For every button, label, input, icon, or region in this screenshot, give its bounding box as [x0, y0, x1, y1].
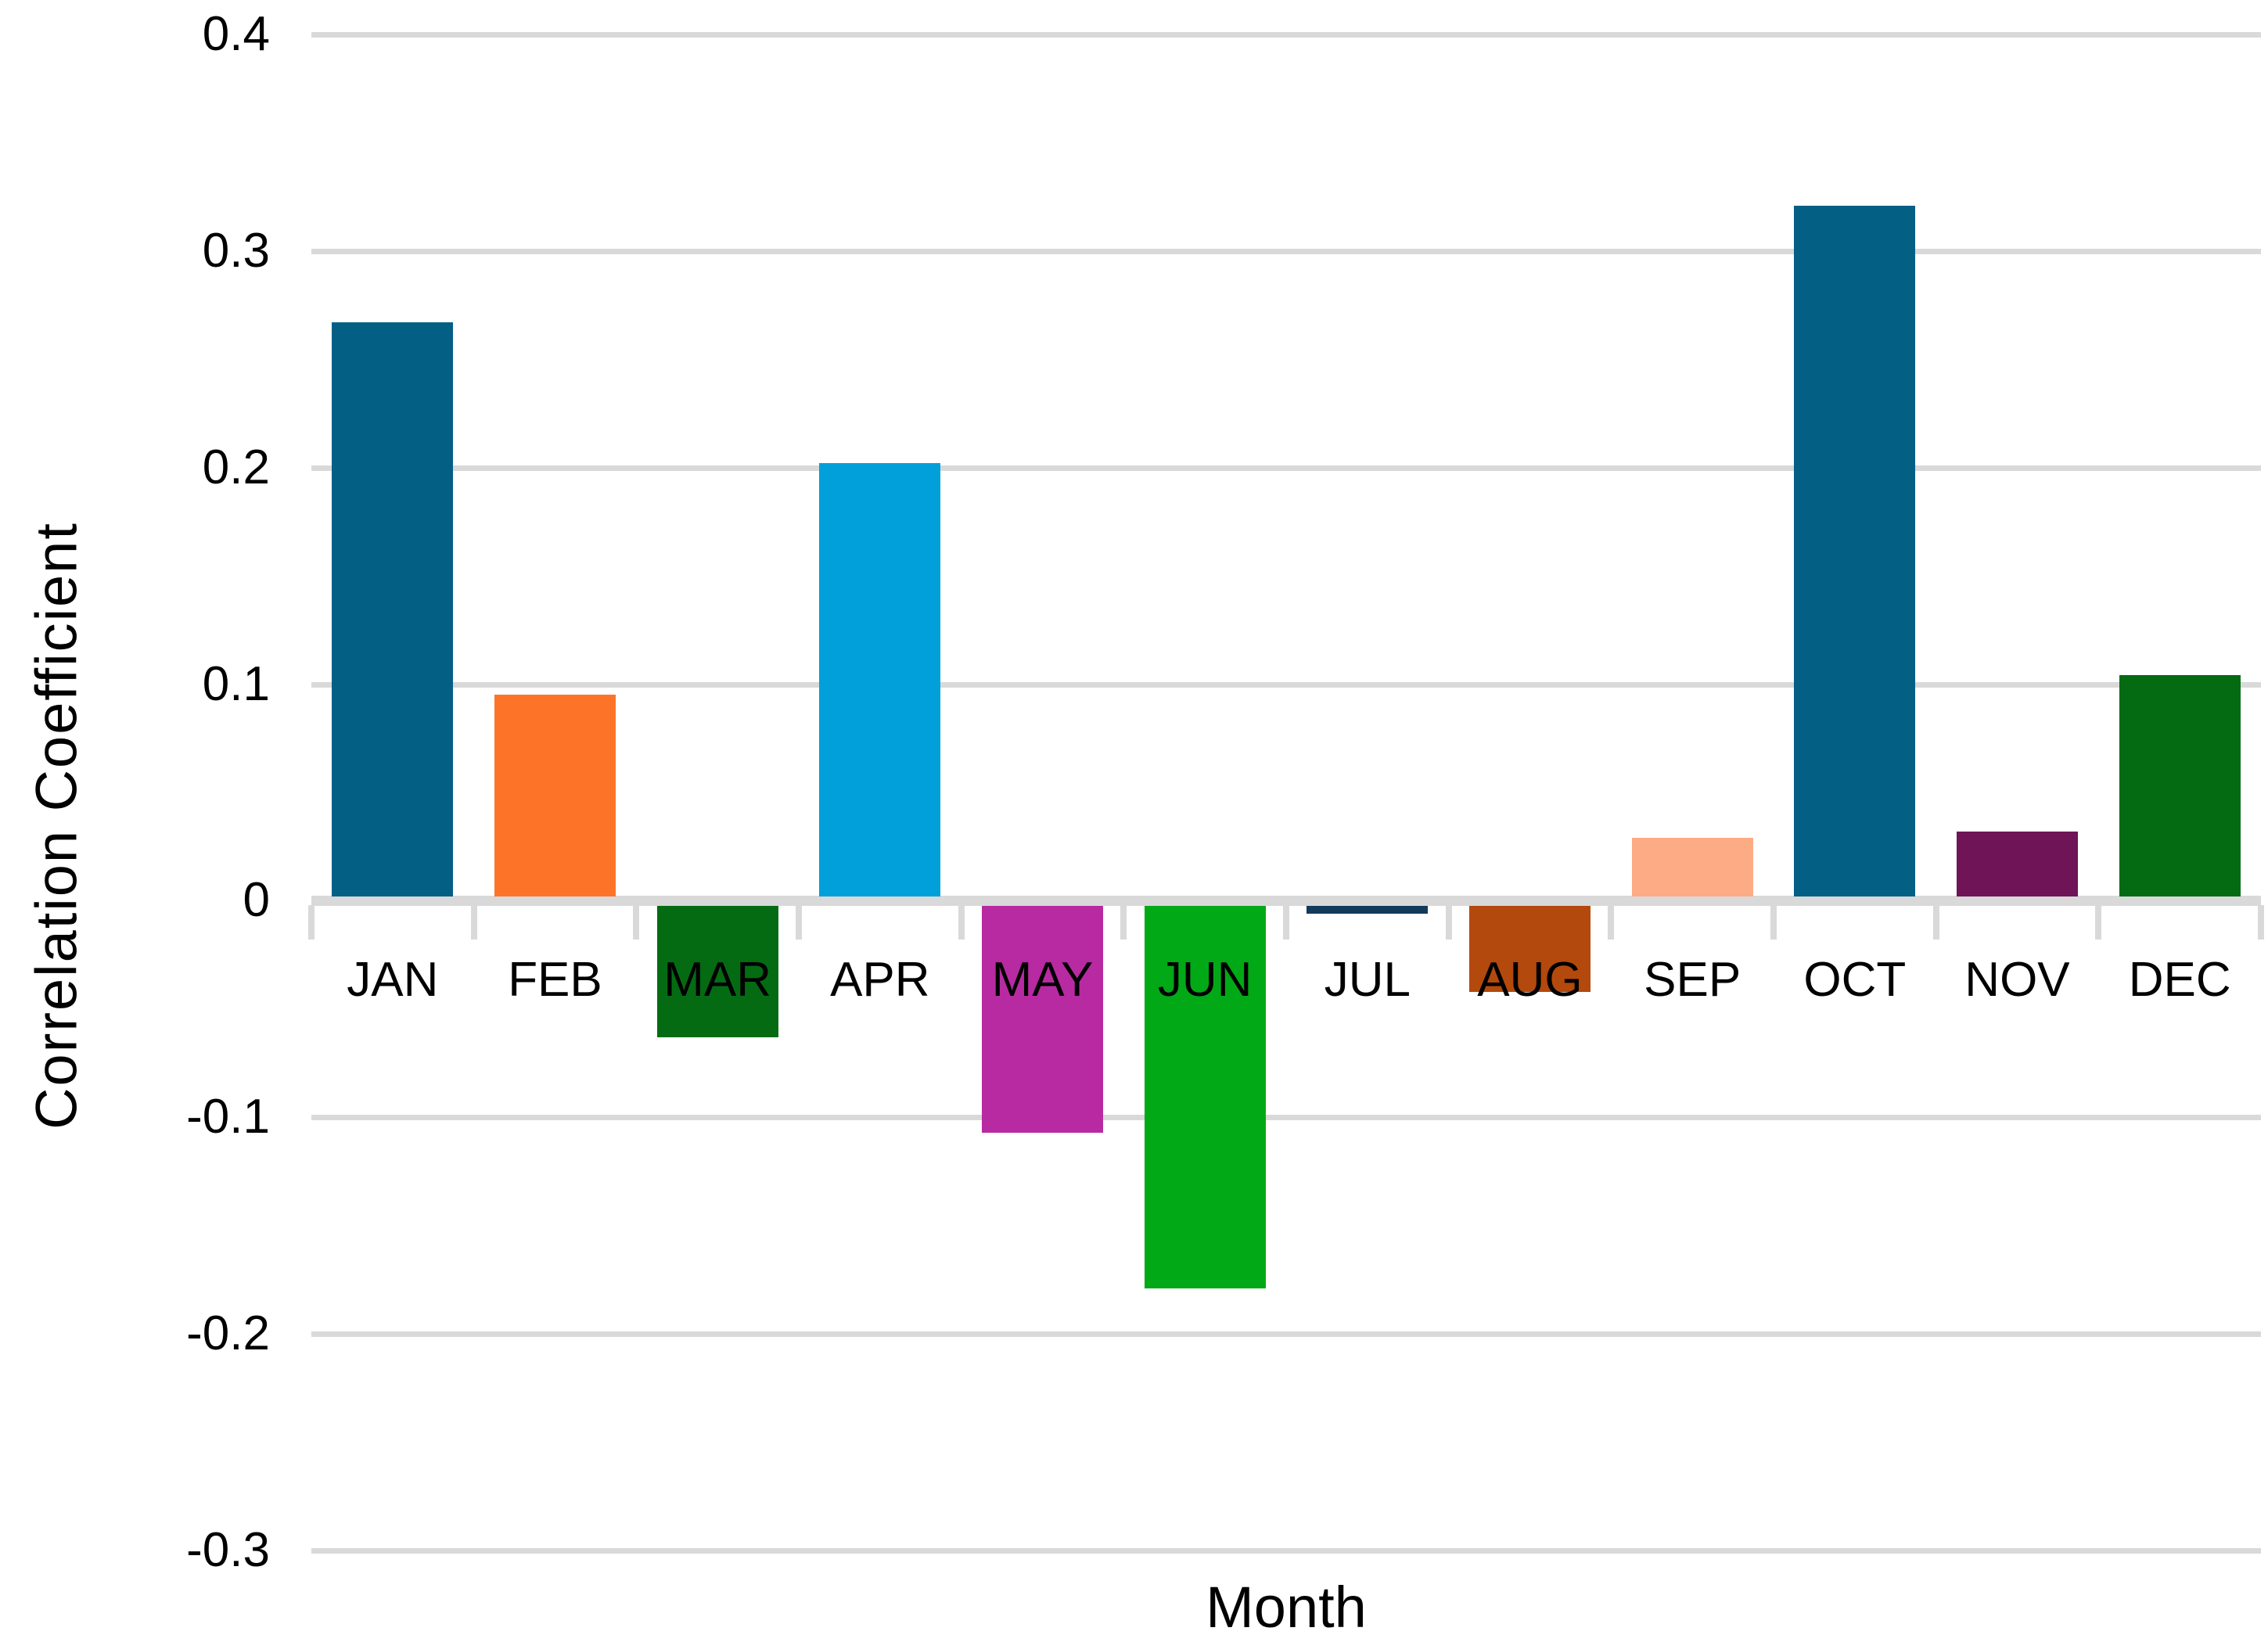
- bar-sep: [1631, 838, 1753, 897]
- x-axis-tick: [1608, 905, 1615, 940]
- x-axis-tick: [2095, 905, 2102, 940]
- y-tick-label: 0.2: [202, 440, 270, 494]
- x-tick-label-jun: JUN: [1157, 953, 1253, 1007]
- y-axis-title: Correlation Coefficient: [23, 522, 89, 1130]
- bar-apr: [819, 463, 941, 897]
- x-axis-tick: [470, 905, 477, 940]
- x-tick-label-jan: JAN: [347, 953, 439, 1007]
- gridline: [311, 32, 2261, 38]
- bar-jan: [332, 322, 454, 897]
- gridline: [311, 681, 2261, 688]
- x-tick-label-apr: APR: [830, 953, 930, 1007]
- x-axis-tick: [1283, 905, 1289, 940]
- x-axis-tick: [308, 905, 315, 940]
- x-tick-label-jul: JUL: [1324, 953, 1411, 1007]
- x-axis-line: [311, 896, 2261, 907]
- bar-dec: [2119, 675, 2241, 897]
- bar-mar: [656, 906, 778, 1037]
- x-axis-tick: [633, 905, 640, 940]
- gridline: [311, 248, 2261, 254]
- gridline: [311, 465, 2261, 471]
- y-tick-label: 0: [243, 873, 270, 928]
- x-axis-tick: [958, 905, 965, 940]
- bar-nov: [1957, 831, 2078, 897]
- x-tick-label-nov: NOV: [1964, 953, 2070, 1007]
- bar-aug: [1469, 906, 1590, 992]
- x-axis-tick: [796, 905, 802, 940]
- y-tick-label: 0.3: [202, 223, 270, 278]
- x-axis-tick: [1445, 905, 1452, 940]
- y-tick-label: -0.3: [186, 1523, 270, 1577]
- x-axis-tick: [2258, 905, 2264, 940]
- x-axis-tick: [1932, 905, 1939, 940]
- bar-feb: [494, 695, 616, 897]
- x-tick-label-aug: AUG: [1477, 953, 1583, 1007]
- x-tick-label-sep: SEP: [1644, 953, 1741, 1007]
- gridline: [311, 1331, 2261, 1338]
- x-axis-tick: [1120, 905, 1127, 940]
- x-axis-tick: [1770, 905, 1777, 940]
- x-tick-label-dec: DEC: [2128, 953, 2231, 1007]
- x-tick-label-oct: OCT: [1803, 953, 1907, 1007]
- gridline: [311, 1115, 2261, 1121]
- y-tick-label: -0.1: [186, 1090, 270, 1144]
- x-tick-label-may: MAY: [991, 953, 1094, 1007]
- bar-oct: [1794, 205, 1916, 897]
- x-tick-label-feb: FEB: [508, 953, 602, 1007]
- bar-jun: [1144, 906, 1266, 1288]
- bar-jul: [1307, 906, 1429, 914]
- y-tick-label: 0.1: [202, 656, 270, 711]
- y-tick-label: -0.2: [186, 1306, 270, 1361]
- y-tick-label: 0.4: [202, 7, 270, 61]
- x-tick-label-mar: MAR: [663, 953, 772, 1007]
- gridline: [311, 1548, 2261, 1554]
- x-axis-title: Month: [1206, 1575, 1367, 1640]
- bar-may: [982, 906, 1103, 1133]
